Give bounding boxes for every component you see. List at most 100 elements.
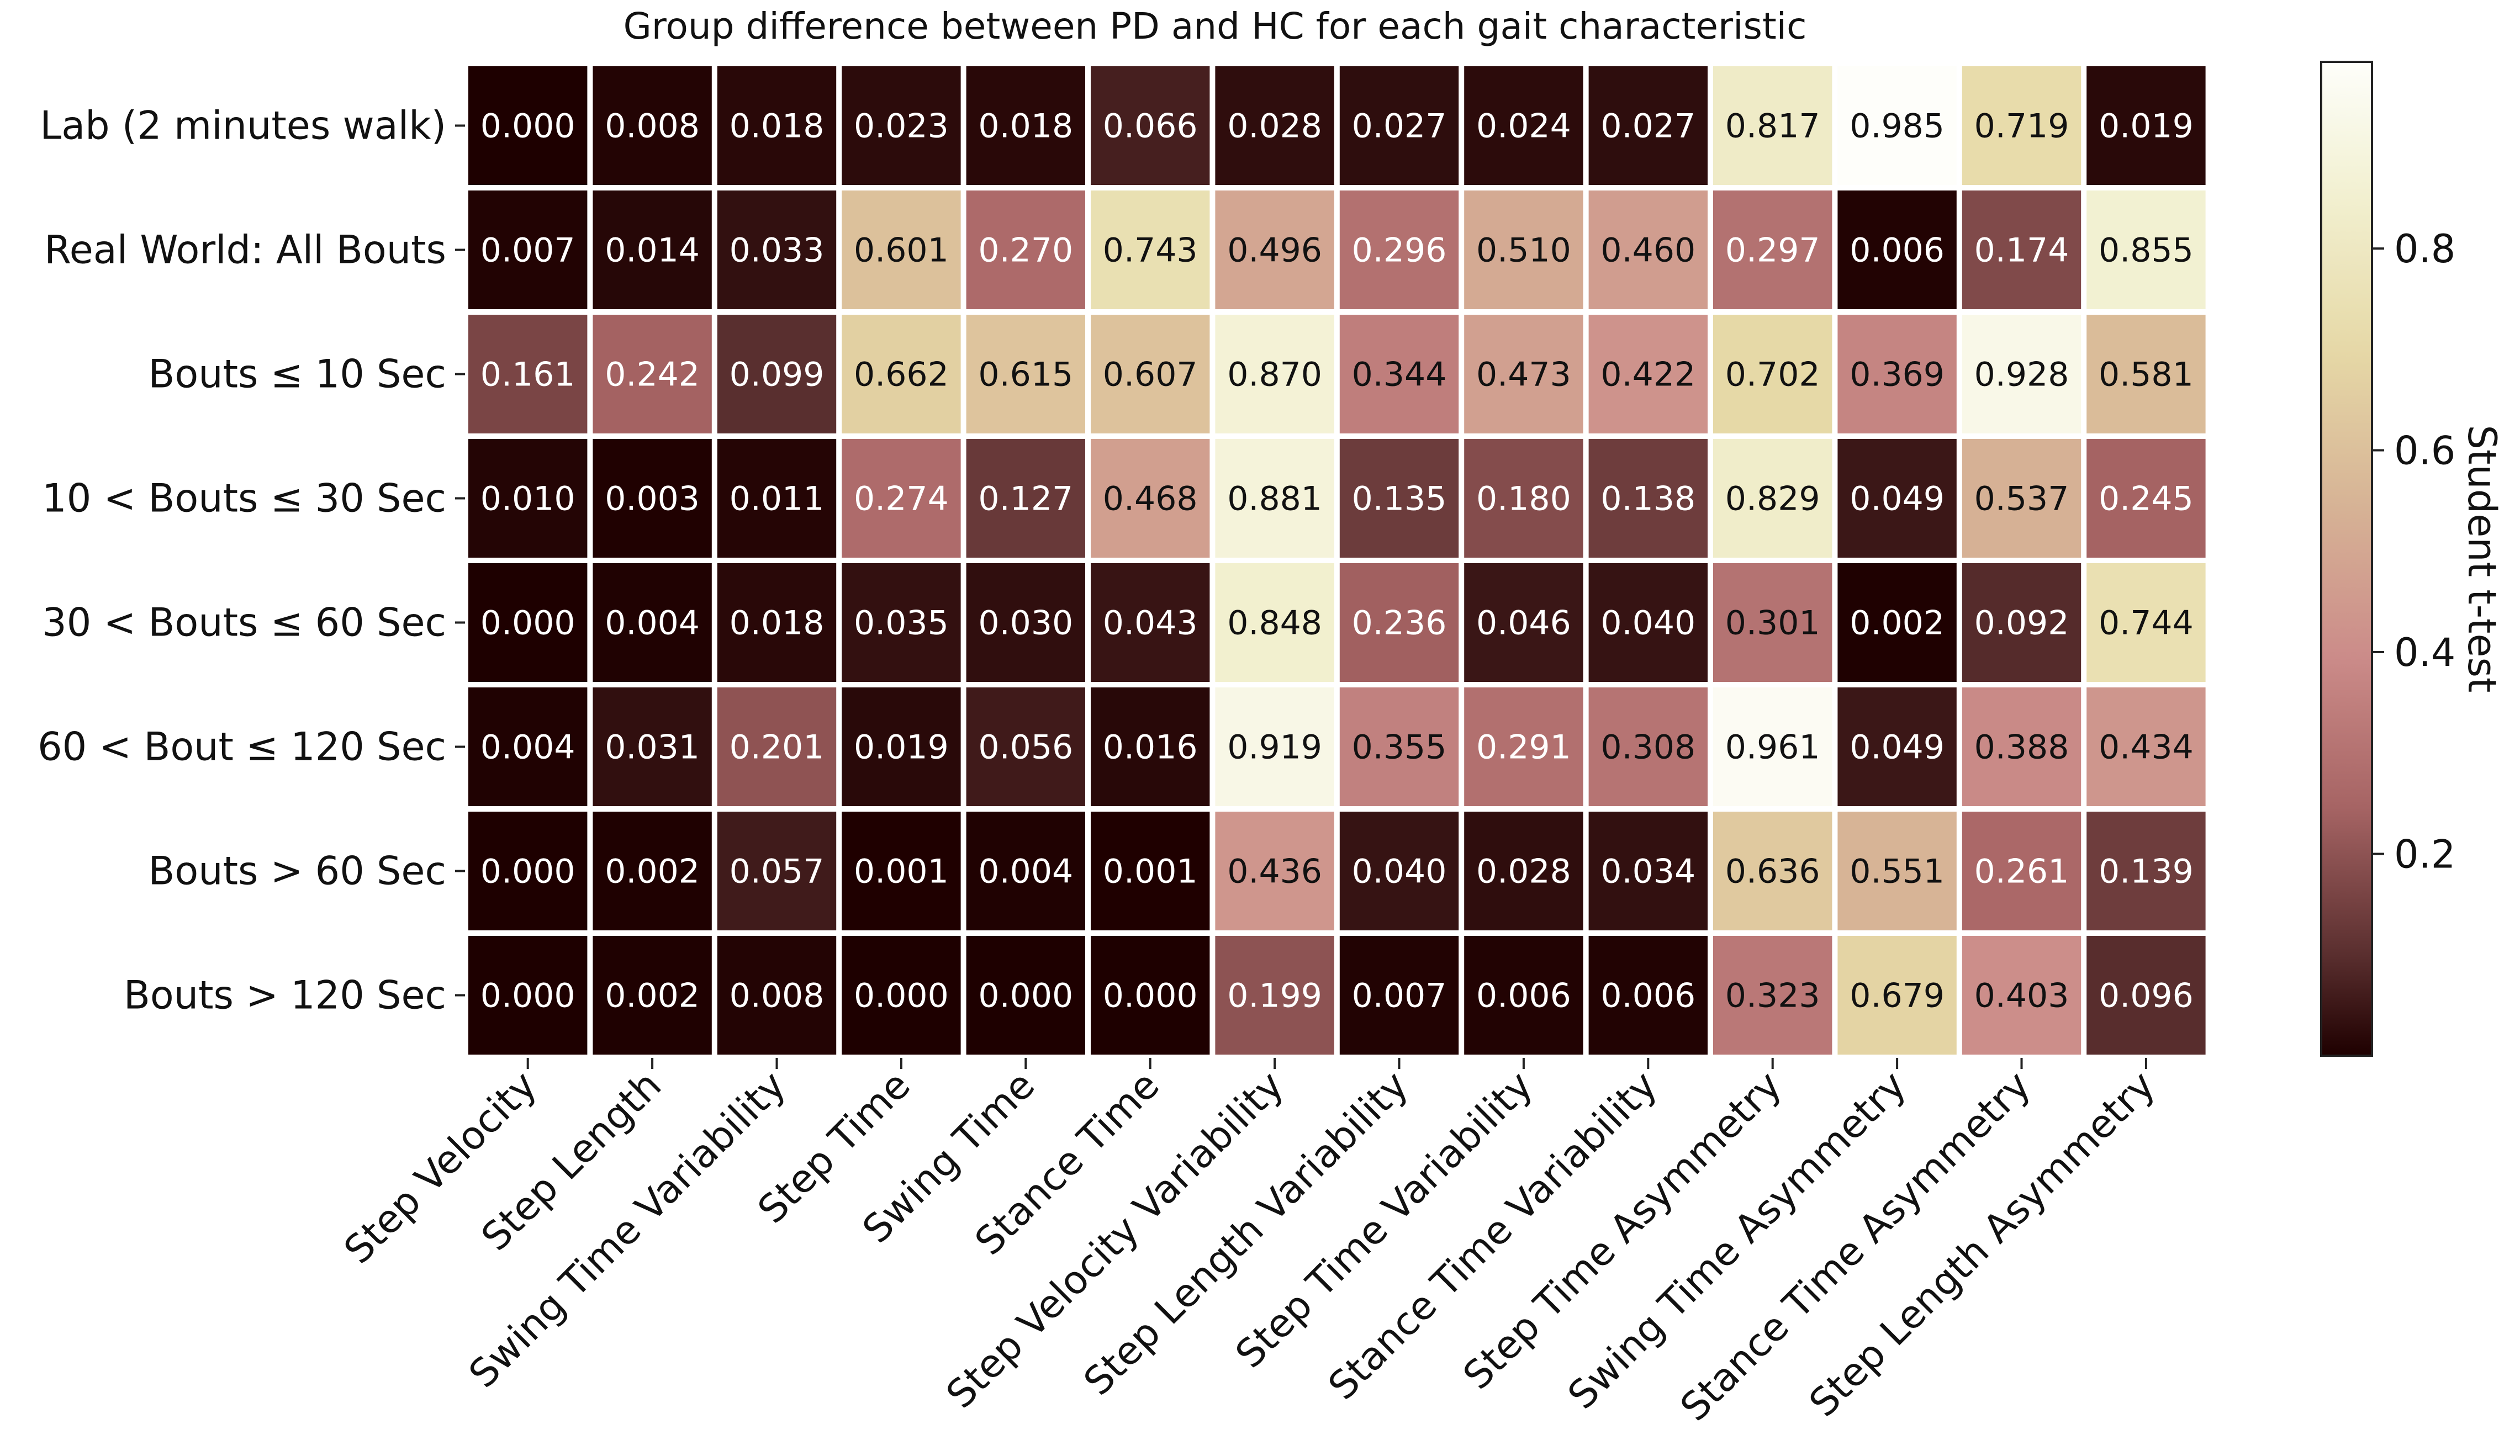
- cell-value-label: 0.066: [1103, 107, 1198, 146]
- heatmap-cell: [966, 439, 1085, 558]
- heatmap-cell: [966, 687, 1085, 806]
- heatmap-cell: [1588, 315, 1708, 433]
- heatmap-cell: [2086, 936, 2206, 1055]
- cell-value-label: 0.848: [1227, 604, 1322, 643]
- heatmap-cell: [966, 190, 1085, 309]
- cell-value-label: 0.000: [480, 107, 575, 146]
- heatmap-cell: [717, 190, 837, 309]
- cell-value-label: 0.919: [1227, 728, 1322, 767]
- colorbar: 0.2 0.4 0.6 0.8 Student t-test: [2320, 61, 2505, 1057]
- cell-value-label: 0.601: [854, 231, 949, 270]
- heatmap-cell: [842, 439, 961, 558]
- cell-value-label: 0.006: [1600, 977, 1695, 1015]
- cell-value-label: 0.014: [605, 231, 700, 270]
- heatmap-cell: [1091, 936, 1210, 1055]
- heatmap-cell: [1091, 315, 1210, 433]
- cell-value-label: 0.006: [1476, 977, 1571, 1015]
- heatmap-cell: [593, 563, 712, 682]
- heatmap-cell: [1215, 66, 1334, 185]
- cell-value-label: 0.006: [1850, 231, 1945, 270]
- heatmap-cell: [1837, 687, 1957, 806]
- heatmap-cell: [1962, 563, 2081, 682]
- cell-value-label: 0.323: [1725, 977, 1820, 1015]
- cell-value-label: 0.743: [1103, 231, 1198, 270]
- cell-value-label: 0.019: [854, 728, 949, 767]
- colorbar-label: Student t-test: [2459, 425, 2505, 693]
- cell-value-label: 0.000: [480, 977, 575, 1015]
- cell-value-label: 0.018: [730, 107, 825, 146]
- heatmap-cell: [1091, 66, 1210, 185]
- heatmap-cell: [1713, 936, 1832, 1055]
- cell-value-label: 0.174: [1974, 231, 2069, 270]
- cell-value-label: 0.004: [978, 853, 1073, 891]
- heatmap-cell: [2086, 315, 2206, 433]
- heatmap-cell: [1091, 439, 1210, 558]
- heatmap-cell: [468, 563, 588, 682]
- cell-value-label: 0.056: [978, 728, 1073, 767]
- cell-value-label: 0.018: [730, 604, 825, 643]
- heatmap-cell: [1962, 812, 2081, 930]
- heatmap-cell: [1713, 66, 1832, 185]
- cell-value-label: 0.033: [730, 231, 825, 270]
- heatmap-cell: [1339, 563, 1459, 682]
- heatmap-cell: [966, 66, 1085, 185]
- cell-value-label: 0.040: [1352, 853, 1447, 891]
- heatmap-cell: [1837, 936, 1957, 1055]
- heatmap-cell: [1713, 190, 1832, 309]
- heatmap-cell: [966, 936, 1085, 1055]
- cell-value-label: 0.138: [1600, 480, 1695, 518]
- heatmap-cell: [1215, 190, 1334, 309]
- heatmap-cell: [468, 936, 588, 1055]
- heatmap-cell: [717, 563, 837, 682]
- heatmap-cell: [842, 812, 961, 930]
- heatmap-cell: [1713, 439, 1832, 558]
- cell-value-label: 0.928: [1974, 356, 2069, 394]
- heatmap-cell: [1464, 687, 1583, 806]
- cell-value-label: 0.510: [1476, 231, 1571, 270]
- cell-value-label: 0.679: [1850, 977, 1945, 1015]
- cell-value-label: 0.297: [1725, 231, 1820, 270]
- cell-value-label: 0.388: [1974, 728, 2069, 767]
- colorbar-tick-label: 0.4: [2394, 630, 2455, 675]
- cell-value-label: 0.308: [1600, 728, 1695, 767]
- heatmap-cell: [1339, 687, 1459, 806]
- heatmap-cell: [1837, 190, 1957, 309]
- heatmap-cell: [1837, 812, 1957, 930]
- cell-value-label: 0.002: [605, 853, 700, 891]
- heatmap-cell: [1588, 439, 1708, 558]
- heatmap-cell: [842, 190, 961, 309]
- cell-value-label: 0.007: [480, 231, 575, 270]
- heatmap-cell: [842, 66, 961, 185]
- heatmap-cell: [2086, 687, 2206, 806]
- heatmap-cell: [1339, 66, 1459, 185]
- cell-value-label: 0.019: [2099, 107, 2194, 146]
- cell-value-label: 0.551: [1850, 853, 1945, 891]
- cell-value-label: 0.008: [605, 107, 700, 146]
- heatmap-cell: [1837, 439, 1957, 558]
- cell-value-label: 0.496: [1227, 231, 1322, 270]
- cell-value-label: 0.027: [1600, 107, 1695, 146]
- row-label: Real World: All Bouts: [44, 227, 446, 273]
- cell-value-label: 0.028: [1227, 107, 1322, 146]
- cell-value-label: 0.046: [1476, 604, 1571, 643]
- cell-value-label: 0.636: [1725, 853, 1820, 891]
- cell-value-label: 0.001: [854, 853, 949, 891]
- heatmap-cell: [1091, 812, 1210, 930]
- heatmap-cell: [1215, 936, 1334, 1055]
- cell-value-label: 0.245: [2099, 480, 2194, 518]
- heatmap-cell: [966, 563, 1085, 682]
- heatmap-cell: [1713, 687, 1832, 806]
- cell-value-label: 0.049: [1850, 480, 1945, 518]
- heatmap-cell: [1962, 687, 2081, 806]
- heatmap-cell: [2086, 812, 2206, 930]
- heatmap-cell: [842, 687, 961, 806]
- cell-value-label: 0.000: [480, 853, 575, 891]
- heatmap-cell: [717, 687, 837, 806]
- cell-value-label: 0.261: [1974, 853, 2069, 891]
- cell-value-label: 0.007: [1352, 977, 1447, 1015]
- cell-value-label: 0.961: [1725, 728, 1820, 767]
- colorbar-tick-label: 0.6: [2394, 428, 2455, 474]
- row-label: Bouts > 60 Sec: [148, 849, 446, 894]
- heatmap-cell: [468, 315, 588, 433]
- cell-value-label: 0.034: [1600, 853, 1695, 891]
